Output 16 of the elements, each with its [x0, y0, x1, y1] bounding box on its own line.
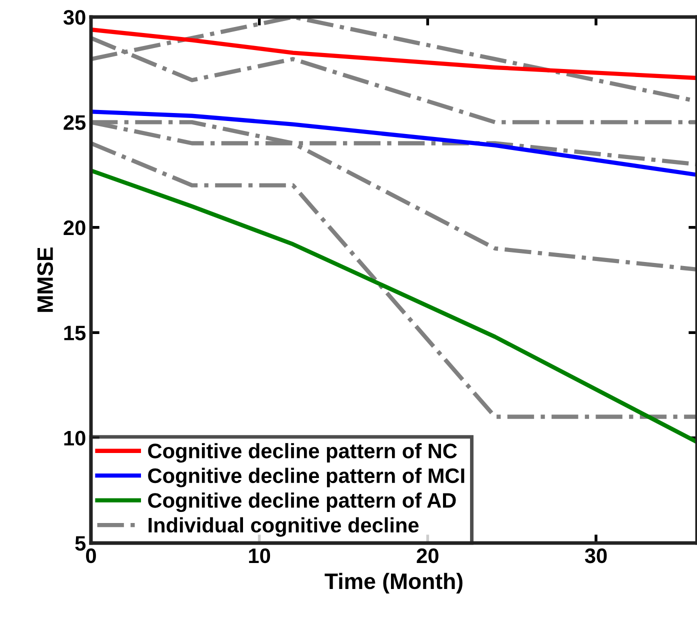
y-tick-label: 25 [64, 115, 86, 130]
y-tick-label: 5 [75, 536, 86, 551]
legend-label: Individual cognitive decline [148, 517, 419, 537]
legend-label: Cognitive decline pattern of AD [148, 492, 456, 512]
y-tick-label: 20 [64, 220, 86, 236]
y-axis-title: MMSE [37, 248, 54, 312]
x-axis-title: Time (Month) [324, 572, 462, 594]
legend-label: Cognitive decline pattern of MCI [148, 468, 464, 488]
y-tick-label: 15 [64, 326, 86, 340]
x-tick-label: 10 [249, 548, 270, 564]
x-tick-label: 0 [86, 548, 96, 564]
y-tick-label: 30 [63, 10, 86, 25]
legend-label: Cognitive decline pattern of NC [148, 443, 457, 463]
x-tick-label: 20 [416, 548, 438, 564]
x-tick-label: 30 [584, 548, 607, 564]
y-tick-label: 10 [64, 430, 86, 446]
